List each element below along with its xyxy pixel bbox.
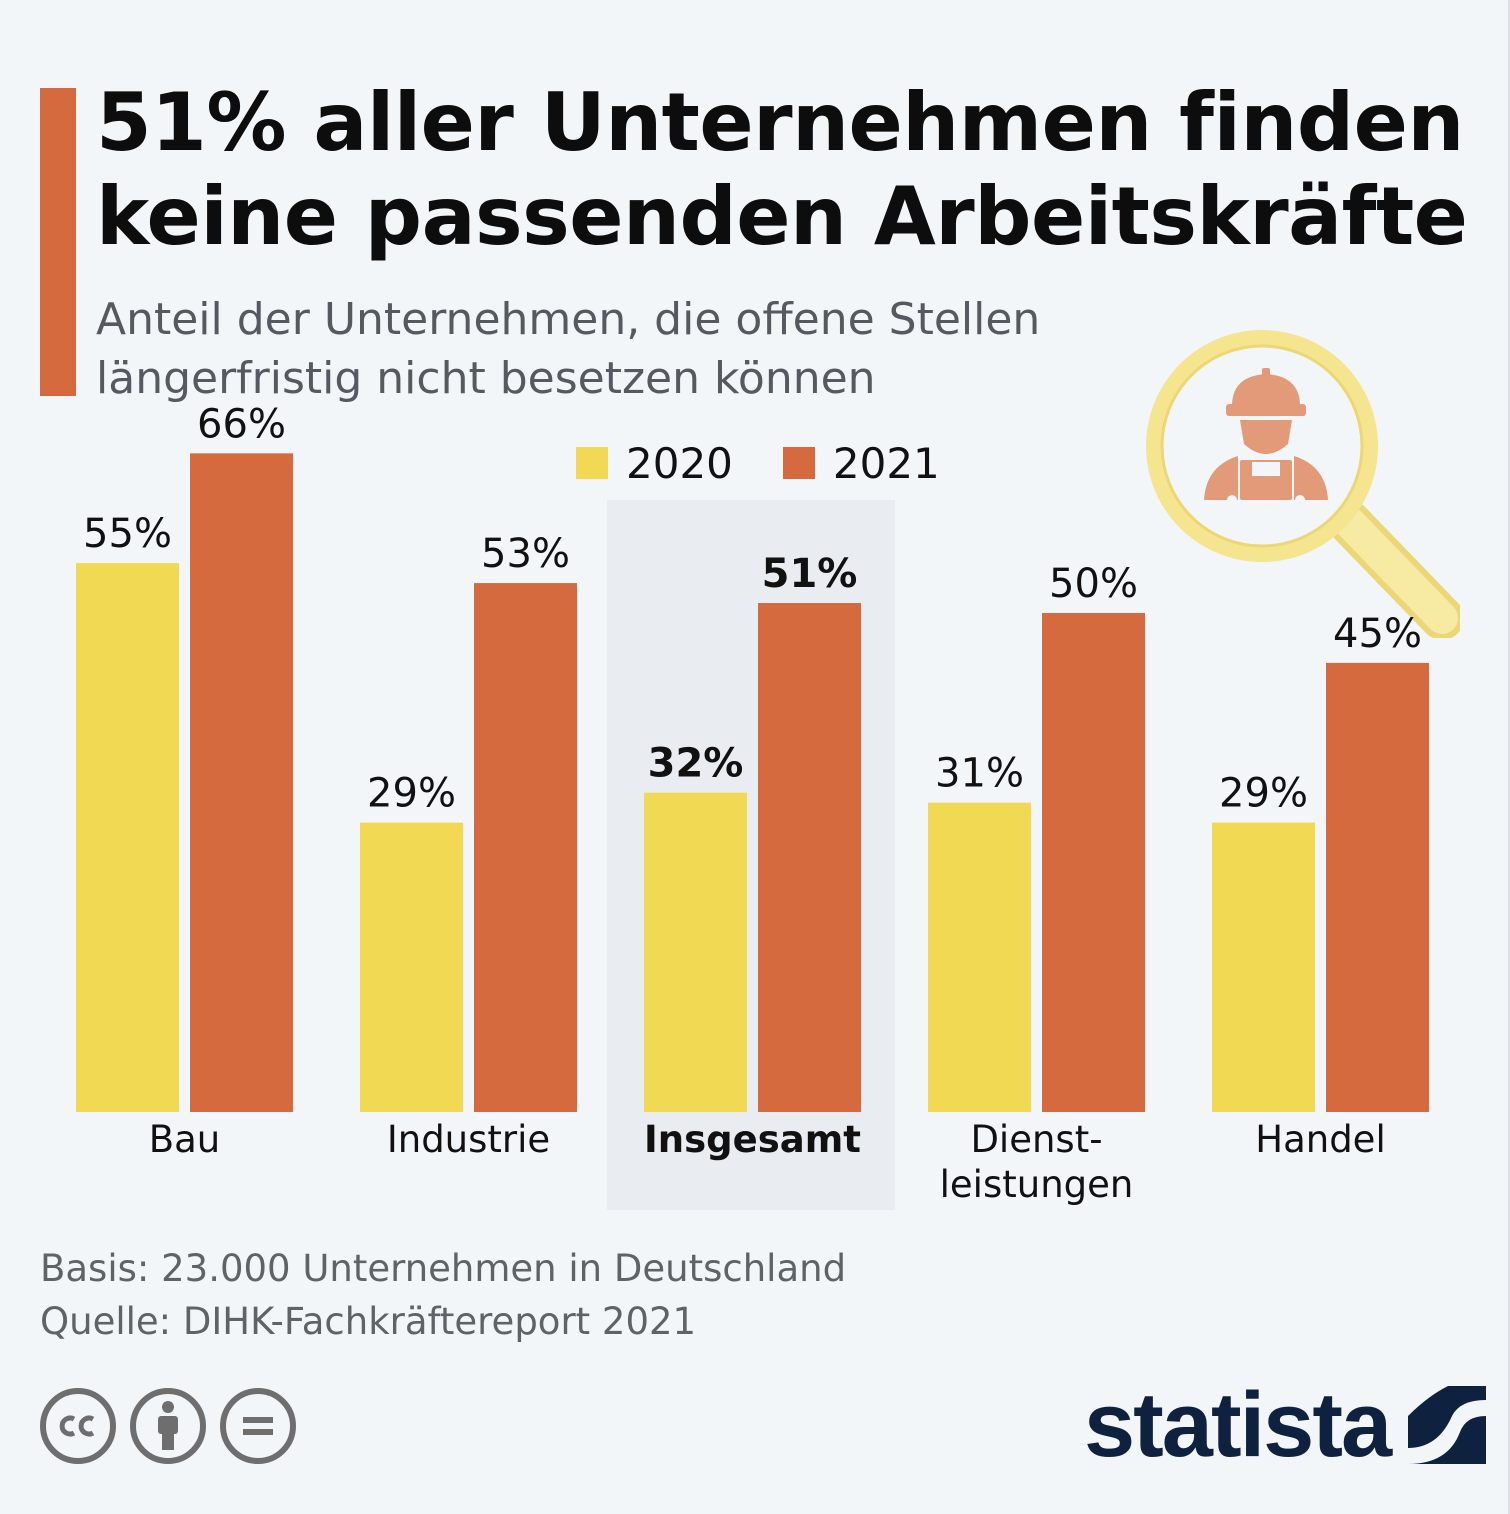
legend-label-2020: 2020 [626, 438, 733, 488]
value-label-2020-3: 31% [935, 751, 1024, 797]
category-label-3-1: leistungen [940, 1163, 1134, 1206]
bar-2020-1 [360, 822, 463, 1112]
bar-2020-3 [928, 802, 1031, 1112]
value-label-2020-2: 32% [648, 741, 744, 787]
statista-logo[interactable]: statista [1084, 1374, 1487, 1476]
legend-item-2020: 2020 [576, 439, 733, 488]
category-label-2-0: Insgesamt [644, 1118, 861, 1161]
bar-2021-0 [190, 453, 293, 1112]
value-label-2021-1: 53% [481, 531, 570, 577]
legend-swatch-2021 [782, 447, 815, 479]
value-label-2021-4: 45% [1333, 611, 1422, 657]
basis-note: Basis: 23.000 Unternehmen in Deutschland [40, 1247, 847, 1290]
bar-2021-4 [1326, 662, 1429, 1112]
bar-2021-1 [474, 583, 577, 1112]
source-notes: Basis: 23.000 Unternehmen in Deutschland… [40, 1242, 846, 1348]
magnifier-handle [1328, 501, 1460, 638]
bar-2020-0 [76, 563, 179, 1112]
title-accent-bar [40, 88, 76, 396]
category-label-1-0: Industrie [387, 1118, 550, 1161]
value-label-2021-0: 66% [197, 401, 286, 447]
legend-item-2021: 2021 [782, 438, 940, 488]
bar-2021-3 [1042, 613, 1145, 1112]
no-derivatives-icon[interactable] [220, 1388, 296, 1464]
bar-2021-2 [758, 603, 861, 1112]
value-label-2020-1: 29% [367, 771, 456, 817]
bar-2020-2 [644, 792, 747, 1112]
magnifier-worker-icon [1146, 330, 1460, 638]
statista-logo-icon [1408, 1386, 1487, 1464]
cc-icon[interactable] [40, 1388, 116, 1464]
value-label-2020-4: 29% [1219, 771, 1308, 817]
legend-swatch-2020 [576, 447, 608, 479]
bar-chart: 55% 66% Bau 29% 53% Industrie 32% 51% Insgesamt 3… [76, 401, 1429, 1206]
value-label-2021-3: 50% [1049, 561, 1138, 607]
category-label-0-0: Bau [149, 1118, 221, 1161]
subtitle-line-1: Anteil der Unternehmen, die offene Stell… [96, 294, 1041, 345]
value-label-2021-2: 51% [762, 551, 858, 597]
chart-title: 51% aller Unternehmen finden keine passe… [96, 76, 1476, 264]
license-icons [40, 1388, 310, 1464]
attribution-icon[interactable] [130, 1388, 206, 1464]
chart-subtitle: Anteil der Unternehmen, die offene Stell… [96, 290, 1196, 408]
bar-2020-4 [1212, 822, 1315, 1112]
legend: 2020 2021 [576, 438, 990, 488]
value-label-2020-0: 55% [83, 511, 172, 557]
category-label-4-0: Handel [1255, 1118, 1385, 1161]
title-line-1: 51% aller Unternehmen finden [96, 76, 1464, 169]
source-note: Quelle: DIHK-Fachkräftereport 2021 [40, 1300, 697, 1343]
title-line-2: keine passenden Arbeitskräfte [96, 170, 1468, 263]
subtitle-line-2: längerfristig nicht besetzen können [96, 353, 876, 404]
category-label-3-0: Dienst- [970, 1118, 1102, 1161]
legend-label-2021: 2021 [832, 438, 940, 488]
logo-text: statista [1084, 1374, 1392, 1476]
